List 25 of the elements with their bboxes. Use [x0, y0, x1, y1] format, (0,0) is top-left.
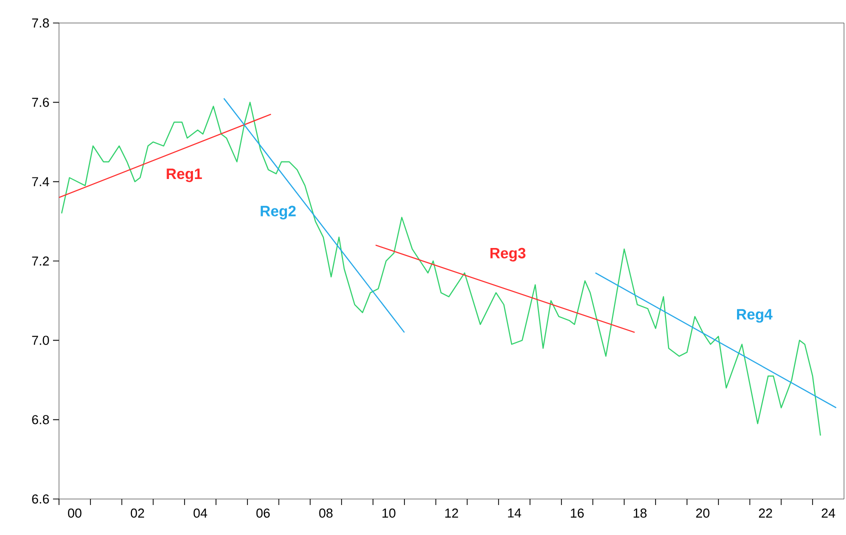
y-tick-label: 7.2 [32, 256, 49, 266]
x-tick-label: 08 [319, 508, 333, 518]
x-tick-label: 12 [445, 508, 458, 518]
x-tick-label: 04 [194, 508, 208, 518]
series-label: Reg4 [737, 309, 772, 323]
y-tick-label: 7.6 [32, 98, 49, 107]
y-tick-label: 6.6 [32, 494, 49, 504]
series-label: Reg1 [166, 168, 202, 182]
x-tick-label: 24 [822, 508, 836, 518]
x-tick-label: 10 [382, 508, 396, 518]
x-tick-label: 00 [68, 508, 82, 518]
x-tick-label: 02 [130, 508, 144, 518]
y-tick-label: 6.8 [32, 415, 49, 424]
x-tick-label: 18 [634, 508, 647, 518]
series-label: Reg2 [260, 206, 296, 220]
x-tick-label: 20 [696, 508, 710, 518]
x-tick-label: 06 [256, 508, 270, 518]
x-tick-label: 16 [570, 508, 584, 518]
series-label: Reg3 [490, 248, 526, 262]
y-tick-label: 7.8 [32, 18, 49, 28]
y-tick-label: 7.0 [32, 336, 49, 345]
x-tick-label: 14 [508, 508, 522, 518]
x-tick-label: 22 [758, 508, 772, 518]
y-tick-label: 7.4 [32, 177, 50, 186]
line-series [61, 102, 822, 436]
